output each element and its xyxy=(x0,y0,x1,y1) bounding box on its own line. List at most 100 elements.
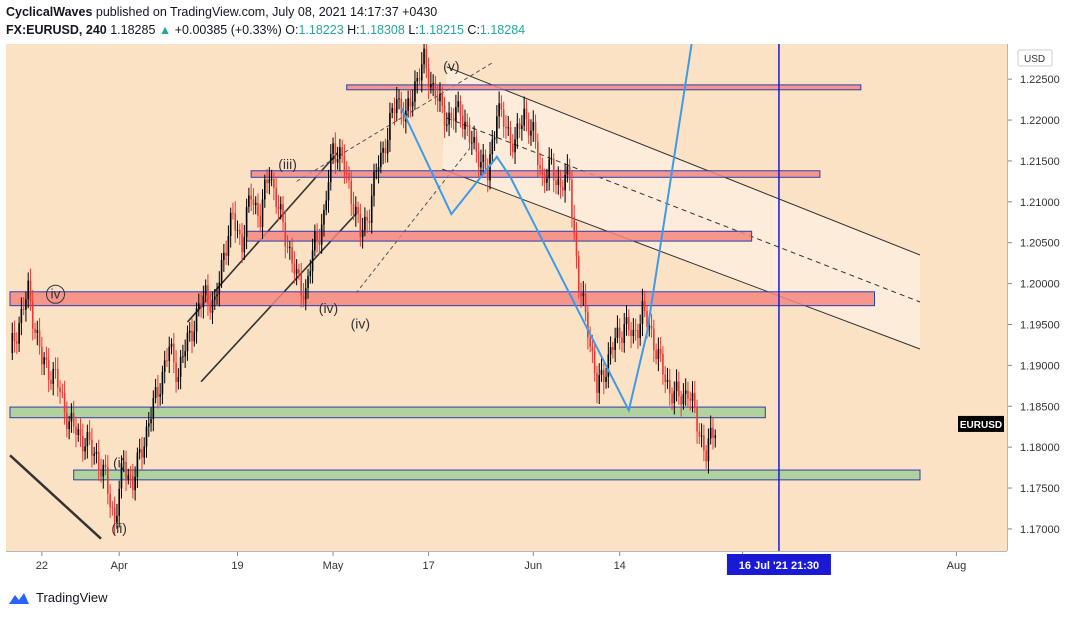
candle-body xyxy=(29,280,32,302)
candle-body xyxy=(386,140,389,154)
x-tick-label: 22 xyxy=(36,560,48,572)
y-tick-label: 1.22500 xyxy=(1020,74,1060,86)
candle-body xyxy=(693,392,696,407)
candle-body xyxy=(318,241,321,245)
candle-body xyxy=(564,174,566,191)
candle-body xyxy=(273,179,275,188)
candle-body xyxy=(593,351,596,374)
x-tick-label: May xyxy=(323,560,344,572)
candle-body xyxy=(229,212,232,236)
y-tick-label: 1.18000 xyxy=(1020,442,1060,454)
candle-body xyxy=(436,97,439,102)
candle-body xyxy=(61,391,64,393)
candle-body xyxy=(609,346,612,355)
y-tick-label: 1.18500 xyxy=(1020,401,1060,413)
candle-body xyxy=(209,303,211,313)
candle-body xyxy=(678,381,680,397)
candle-body xyxy=(279,204,282,210)
candle-body xyxy=(107,467,109,494)
candle-body xyxy=(539,165,541,169)
candle-body xyxy=(598,374,601,393)
candle-body xyxy=(698,431,701,437)
candle-body xyxy=(97,451,100,470)
candle-body xyxy=(505,126,507,129)
candle-body xyxy=(459,101,462,116)
chart-area[interactable]: (i) (ii) (iii) (iv) (v) iv (iv) EURUSD xyxy=(6,38,1007,551)
candle-body xyxy=(411,101,414,107)
candle-body xyxy=(93,453,95,456)
candle-body xyxy=(384,147,387,154)
candle-body xyxy=(452,118,455,121)
candle-body xyxy=(605,376,607,382)
channel-median-line xyxy=(446,117,921,303)
candle-body xyxy=(68,421,70,430)
candle-body xyxy=(157,387,159,397)
candle-body xyxy=(582,293,585,297)
candle-body xyxy=(132,476,134,491)
candle-body xyxy=(532,122,535,131)
price-axis[interactable]: USD 1.22500 1.22000 1.21500 1.21000 1.20500 1.… xyxy=(1007,44,1073,551)
last-price: 1.18285 xyxy=(110,23,156,37)
candle-body xyxy=(243,236,246,253)
candle-body xyxy=(250,195,252,200)
candle-body xyxy=(691,392,694,401)
candle-body xyxy=(193,331,196,342)
candle-body xyxy=(118,488,120,516)
candle-body xyxy=(264,179,266,200)
candle-body xyxy=(141,449,143,458)
candle-body xyxy=(339,147,341,159)
candle-body xyxy=(464,121,466,130)
candle-body xyxy=(511,143,514,153)
candle-body xyxy=(266,179,268,184)
candle-body xyxy=(177,376,180,382)
y-tick-label: 1.21500 xyxy=(1020,156,1060,168)
candle-body xyxy=(475,137,478,152)
candle-body xyxy=(696,406,698,432)
time-marker-label: 16 Jul '21 21:30 xyxy=(739,560,819,572)
open-label: O: xyxy=(285,23,299,37)
candle-body xyxy=(84,446,86,452)
candle-body xyxy=(232,212,234,214)
candle-body xyxy=(395,99,398,114)
publisher-name[interactable]: CyclicalWaves xyxy=(6,5,93,19)
wave-label: (iii) xyxy=(278,156,297,172)
candle-body xyxy=(484,154,487,169)
candle-body xyxy=(168,346,171,361)
candle-body xyxy=(300,273,302,296)
tradingview-footer[interactable]: TradingView xyxy=(8,590,108,605)
candle-body xyxy=(138,449,141,453)
candle-body xyxy=(311,250,314,272)
candle-body xyxy=(548,159,550,179)
candle-body xyxy=(455,107,457,121)
low-label: L: xyxy=(408,23,419,37)
candle-body xyxy=(241,234,243,253)
last-price-badge xyxy=(958,415,1004,432)
candle-body xyxy=(425,48,428,69)
candle-body xyxy=(125,462,127,480)
candle-body xyxy=(514,139,516,153)
candle-body xyxy=(402,113,405,122)
candle-body xyxy=(72,413,75,427)
candle-body xyxy=(111,507,114,509)
candle-body xyxy=(623,324,626,344)
candle-body xyxy=(557,178,560,185)
candle-body xyxy=(13,332,16,342)
candle-body xyxy=(380,152,382,168)
price-plot[interactable]: (i) (ii) (iii) (iv) (v) iv (iv) EURUSD xyxy=(6,38,1007,551)
candle-body xyxy=(129,475,132,477)
candle-body xyxy=(518,123,521,129)
candle-body xyxy=(120,463,123,489)
candle-body xyxy=(41,346,43,365)
wave-label: (ii) xyxy=(111,520,127,536)
candle-body xyxy=(616,327,619,338)
candle-body xyxy=(109,493,111,508)
candle-body xyxy=(434,82,437,98)
candle-body xyxy=(145,426,148,447)
candle-body xyxy=(270,179,273,180)
candle-body xyxy=(27,280,29,300)
candle-body xyxy=(289,247,291,249)
candle-body xyxy=(602,369,605,382)
time-axis[interactable]: 22Apr19May17Jun14JulAug16 Jul '21 21:30 xyxy=(6,551,1007,578)
candle-body xyxy=(184,351,186,357)
candle-body xyxy=(277,206,280,210)
